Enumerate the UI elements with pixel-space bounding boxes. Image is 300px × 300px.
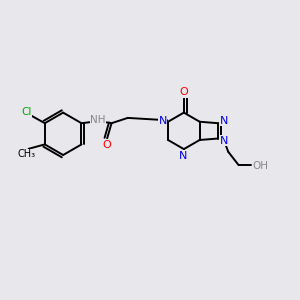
Text: O: O [179,87,188,97]
Text: CH₃: CH₃ [17,149,35,159]
Text: N: N [159,116,167,126]
Text: Cl: Cl [21,107,32,117]
Text: NH: NH [90,115,106,125]
Text: N: N [179,151,188,160]
Text: N: N [220,136,229,146]
Text: N: N [220,116,229,126]
Text: OH: OH [252,160,268,171]
Text: O: O [102,140,111,150]
